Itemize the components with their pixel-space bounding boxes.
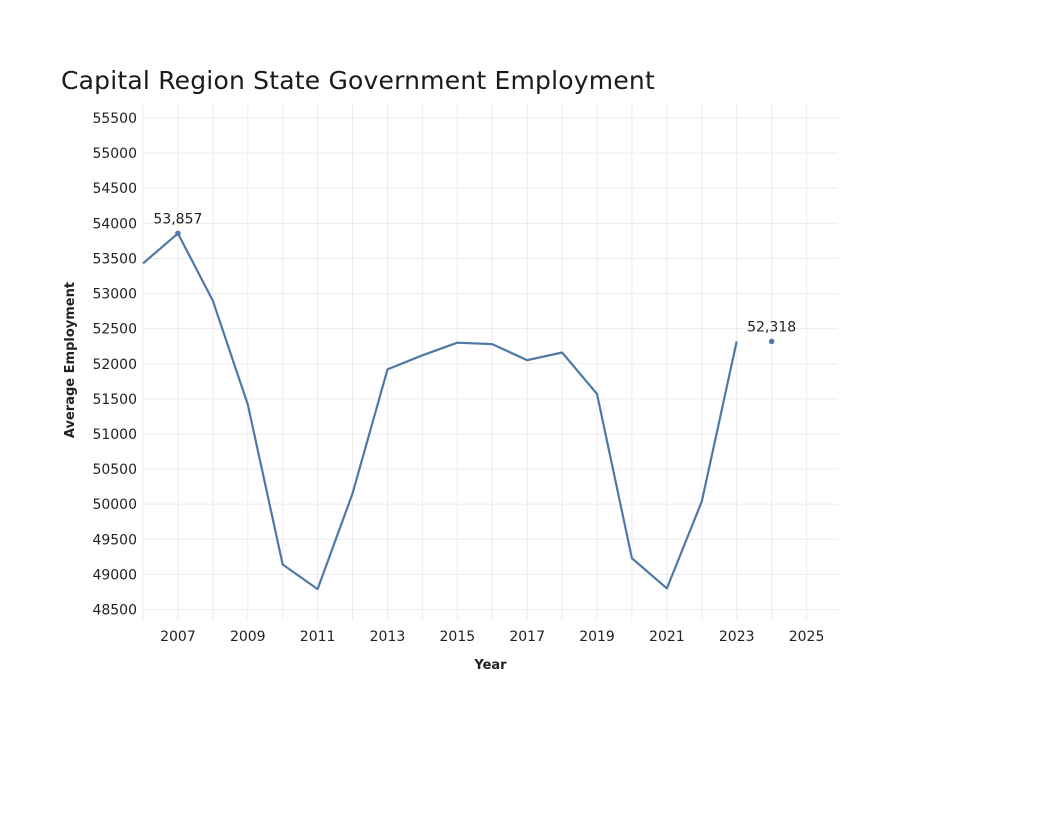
data-label: 52,318 (747, 319, 796, 335)
y-tick-label: 51500 (92, 392, 137, 408)
y-tick-label: 48500 (92, 602, 137, 618)
data-point-marker (175, 230, 181, 237)
series-layer (142, 232, 738, 591)
x-tick-label: 2023 (719, 629, 755, 645)
y-tick-label: 55500 (92, 111, 137, 127)
y-tick-label: 51000 (92, 427, 137, 443)
y-tick-label: 53500 (92, 251, 137, 267)
data-label: 53,857 (153, 211, 202, 227)
y-tick-label: 53000 (92, 287, 137, 303)
y-tick-label: 55000 (92, 146, 137, 162)
x-tick-label: 2011 (300, 629, 336, 645)
x-tick-label: 2013 (370, 629, 406, 645)
y-axis-ticks: 48500 49000 49500 50000 50500 51000 51500 52000… (92, 111, 137, 618)
x-tick-label: 2025 (789, 629, 825, 645)
y-axis-title: Average Employment (63, 282, 78, 438)
x-axis-title: Year (473, 658, 507, 673)
y-tick-label: 52000 (92, 357, 137, 373)
data-point-marker (768, 338, 775, 345)
y-tick-label: 50500 (92, 462, 137, 478)
x-tick-label: 2021 (649, 629, 685, 645)
x-tick-label: 2017 (509, 629, 545, 645)
y-tick-label: 54500 (92, 181, 137, 197)
y-tick-label: 49500 (92, 532, 137, 548)
data-labels: 53,857 52,318 (153, 211, 796, 345)
x-tick-label: 2015 (440, 629, 476, 645)
x-axis-ticks: 2007 2009 2011 2013 2015 2017 2019 2021 2023 2025 (160, 629, 824, 645)
gridlines (142, 104, 838, 620)
x-tick-label: 2007 (160, 629, 196, 645)
y-tick-label: 54000 (92, 216, 137, 232)
chart-title: Capital Region State Government Employme… (61, 66, 655, 95)
x-tick-label: 2019 (579, 629, 615, 645)
x-tick-label: 2009 (230, 629, 266, 645)
y-tick-label: 50000 (92, 497, 137, 513)
series-line (142, 232, 738, 591)
y-tick-label: 49000 (92, 567, 137, 583)
y-tick-label: 52500 (92, 322, 137, 338)
